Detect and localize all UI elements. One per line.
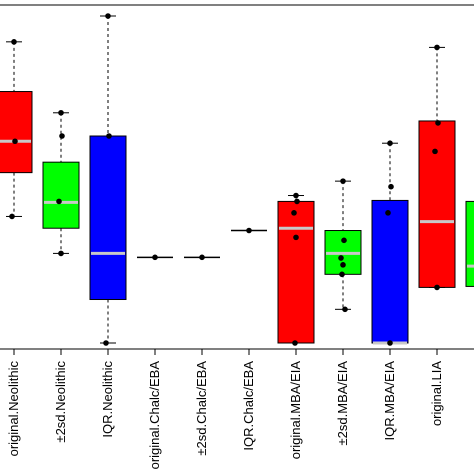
x-tick-label: original.MBA/EIA <box>288 361 303 460</box>
box-group <box>0 39 33 220</box>
data-point <box>105 13 111 19</box>
box-group <box>324 178 362 313</box>
data-point <box>432 148 438 155</box>
data-point <box>152 254 158 261</box>
data-point <box>246 227 252 234</box>
plot-marks <box>0 13 474 346</box>
box-group <box>137 254 173 261</box>
data-point <box>292 340 298 346</box>
x-axis-ticks <box>13 349 438 355</box>
data-point <box>385 210 391 216</box>
box <box>277 200 315 344</box>
data-point <box>12 138 18 145</box>
x-tick-label: IQR.MBA/EIA <box>382 361 397 441</box>
x-tick-label: original.LIA <box>429 361 444 426</box>
box-group <box>465 200 474 287</box>
data-point <box>294 198 300 205</box>
data-point <box>387 340 393 346</box>
data-point <box>58 109 64 116</box>
data-point <box>342 306 348 313</box>
data-point <box>11 39 17 45</box>
data-point <box>434 284 440 291</box>
box-group <box>277 192 315 346</box>
data-point <box>434 44 440 51</box>
data-point <box>291 210 297 216</box>
box-group <box>418 44 456 291</box>
data-point <box>387 140 393 147</box>
x-tick-label: ±2sd.Neolithic <box>53 361 68 443</box>
data-point <box>340 178 346 184</box>
x-tick-label: ±2sd.MBA/EIA <box>335 361 350 446</box>
data-point <box>341 237 347 244</box>
data-point <box>339 271 345 278</box>
data-point <box>103 340 109 346</box>
x-tick-label: original.Chalc/EBA <box>147 361 162 470</box>
box <box>465 200 474 287</box>
data-point <box>58 250 64 257</box>
box <box>371 199 409 344</box>
box <box>89 135 127 301</box>
box-group <box>184 254 220 261</box>
data-point <box>388 183 394 190</box>
box-group <box>371 140 409 346</box>
x-tick-label: ±2sd.Chalc/EBA <box>194 361 209 456</box>
box-group <box>42 109 80 257</box>
data-point <box>56 198 62 205</box>
box-group <box>231 227 267 234</box>
box <box>42 161 80 229</box>
data-point <box>293 234 299 241</box>
data-point <box>199 254 205 261</box>
data-point <box>9 213 15 220</box>
box <box>0 91 33 174</box>
x-tick-label: original.Neolithic <box>6 361 21 457</box>
plot-frame <box>0 4 474 350</box>
data-point <box>435 120 441 126</box>
data-point <box>59 133 65 139</box>
x-tick-label: IQR.Chalc/EBA <box>241 361 256 451</box>
box <box>418 120 456 288</box>
data-point <box>340 262 346 268</box>
data-point <box>338 255 344 261</box>
data-point <box>106 133 112 139</box>
x-tick-label: IQR.Neolithic <box>100 361 115 438</box>
data-point <box>293 192 299 199</box>
box-group <box>89 13 127 346</box>
x-axis-tick-labels: original.Neolithic ±2sd.Neolithic IQR.Neol… <box>6 361 444 470</box>
